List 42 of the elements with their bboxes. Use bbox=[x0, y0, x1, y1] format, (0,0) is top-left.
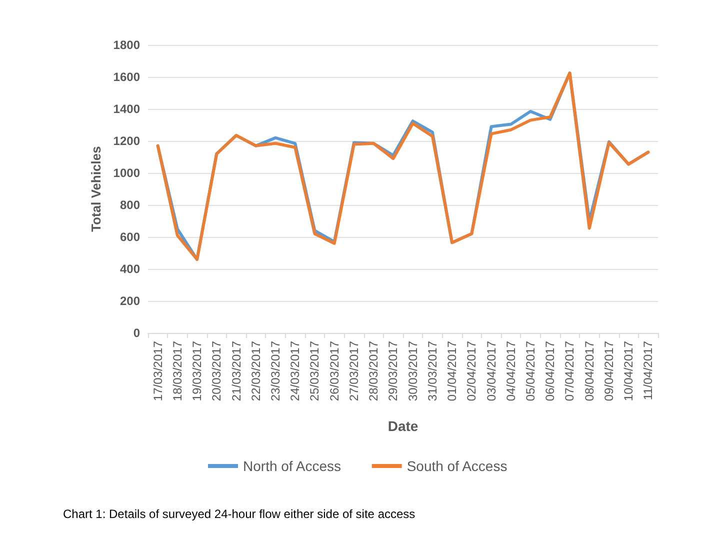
line-series bbox=[156, 72, 650, 261]
y-tick-label: 1400 bbox=[113, 102, 140, 116]
x-tick-label: 30/03/2017 bbox=[406, 340, 420, 402]
y-tick-label: 1600 bbox=[113, 70, 140, 84]
x-tick-label: 25/03/2017 bbox=[308, 340, 322, 402]
y-tick-label: 200 bbox=[120, 294, 140, 308]
x-tick-label: 21/03/2017 bbox=[229, 340, 244, 402]
x-tick-label: 24/03/2017 bbox=[288, 340, 302, 402]
x-tick-label: 02/04/2017 bbox=[464, 340, 479, 402]
x-tick-label: 07/04/2017 bbox=[562, 340, 577, 402]
y-tick-label: 800 bbox=[120, 198, 140, 212]
y-tick-label: 600 bbox=[120, 230, 140, 244]
caption: Chart 1: Details of surveyed 24-hour flow either side of site access bbox=[63, 507, 416, 521]
x-tick-label: 18/03/2017 bbox=[170, 340, 184, 402]
y-tick-label: 1200 bbox=[113, 134, 140, 148]
x-tick-label: 29/03/2017 bbox=[386, 340, 400, 402]
y-tick-label: 1800 bbox=[113, 38, 140, 52]
legend-label: South of Access bbox=[406, 458, 508, 474]
x-tick-label: 28/03/2017 bbox=[366, 340, 381, 402]
y-axis-title: Total Vehicles bbox=[88, 146, 104, 232]
x-tick-label: 22/03/2017 bbox=[248, 340, 263, 402]
x-tick-label: 04/04/2017 bbox=[504, 340, 518, 402]
x-tick-label: 27/03/2017 bbox=[346, 340, 361, 402]
x-tick-label: 19/03/2017 bbox=[190, 340, 204, 402]
x-tick-label: 06/04/2017 bbox=[543, 340, 558, 402]
x-tick-label: 10/04/2017 bbox=[622, 340, 636, 402]
x-tick-label: 01/04/2017 bbox=[445, 340, 460, 402]
x-tick-label: 20/03/2017 bbox=[210, 340, 224, 402]
x-axis-title: Date bbox=[388, 418, 418, 434]
x-tick-label: 26/03/2017 bbox=[327, 340, 342, 402]
x-tick-label: 23/03/2017 bbox=[268, 340, 282, 402]
legend-label: North of Access bbox=[243, 458, 342, 474]
x-tick-label: 09/04/2017 bbox=[602, 340, 616, 402]
y-tick-label: 0 bbox=[133, 326, 140, 340]
x-tick-label: 17/03/2017 bbox=[150, 340, 165, 402]
x-tick-label: 31/03/2017 bbox=[425, 340, 440, 402]
x-tick-label: 05/04/2017 bbox=[524, 340, 538, 402]
y-tick-label: 1000 bbox=[113, 166, 140, 180]
x-tick-label: 03/04/2017 bbox=[484, 340, 498, 402]
x-tick-label: 08/04/2017 bbox=[582, 340, 596, 402]
y-tick-label: 400 bbox=[120, 262, 140, 276]
x-tick-label: 11/04/2017 bbox=[641, 340, 656, 400]
